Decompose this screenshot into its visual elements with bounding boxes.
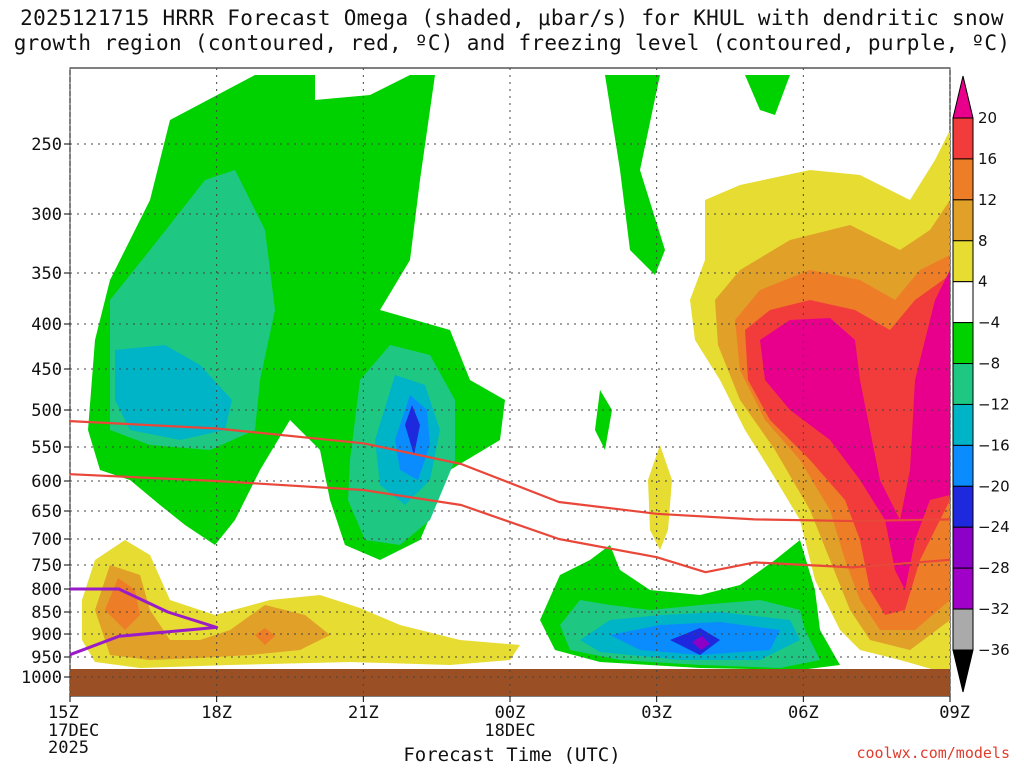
colorbar-swatch	[952, 403, 974, 446]
deepblue-region-22Z	[405, 405, 420, 455]
colorbar-swatch	[952, 240, 974, 283]
omega-shading	[82, 75, 950, 670]
purple-region-low-04Z	[692, 636, 710, 650]
series-line-dendritic-growth-top	[69, 420, 951, 523]
colorbar-label: 12	[978, 191, 997, 209]
x-tick-label: 18Z	[201, 703, 232, 723]
colorbar-label: 8	[978, 232, 988, 250]
y-tick-label: 250	[31, 135, 62, 155]
colorbar-swatch	[952, 485, 974, 528]
x-tick-label: 21Z	[348, 703, 379, 723]
colorbar: 20 16 12 8 4 −4 −8 −12 −16 −20 −24 −28 −32 −36	[952, 75, 1010, 693]
colorbar-label: −16	[978, 436, 1010, 454]
x-tick-sublabel: 2025	[48, 738, 89, 758]
colorbar-swatch	[952, 158, 974, 201]
colorbar-bottom-cap	[952, 649, 974, 693]
series-line-dendritic-growth-bottom	[69, 473, 951, 574]
green-region-top-right	[745, 75, 790, 115]
contour-lines	[69, 420, 951, 657]
colorbar-top-cap	[952, 75, 974, 119]
colorbar-label: −12	[978, 395, 1010, 413]
cyan-region-16Z	[115, 345, 232, 440]
colorbar-swatch	[952, 444, 974, 487]
colorbar-label: 16	[978, 150, 997, 168]
y-axis: 2503003504004505005506006507007508008509…	[21, 135, 70, 688]
colorbar-label: 20	[978, 109, 997, 127]
x-tick-label: 00Z	[495, 703, 526, 723]
colorbar-swatch	[952, 281, 974, 324]
y-tick-label: 750	[31, 556, 62, 576]
colorbar-swatch	[952, 322, 974, 365]
colorbar-label: −36	[978, 641, 1010, 659]
y-tick-label: 550	[31, 438, 62, 458]
yellow-region-low	[82, 540, 520, 668]
colorbar-label: −32	[978, 600, 1010, 618]
colorbar-label: −4	[978, 314, 1000, 332]
y-tick-label: 600	[31, 472, 62, 492]
yellow-region-03Z	[648, 445, 672, 550]
colorbar-label: −8	[978, 355, 1000, 373]
y-tick-label: 350	[31, 264, 62, 284]
y-tick-label: 950	[31, 648, 62, 668]
y-tick-label: 850	[31, 603, 62, 623]
colorbar-label: −20	[978, 477, 1010, 495]
y-tick-label: 400	[31, 315, 62, 335]
colorbar-swatch	[952, 117, 974, 160]
orange-dot-low	[255, 628, 275, 645]
x-axis-label: Forecast Time (UTC)	[403, 744, 621, 766]
y-tick-label: 300	[31, 205, 62, 225]
x-tick-sublabel: 18DEC	[484, 721, 535, 741]
x-tick-label: 03Z	[641, 703, 672, 723]
y-tick-label: 900	[31, 625, 62, 645]
y-tick-label: 1000	[21, 668, 62, 688]
colorbar-label: 4	[978, 273, 988, 291]
chart-title: 2025121715 HRRR Forecast Omega (shaded, …	[13, 6, 1011, 55]
x-tick-label: 06Z	[788, 703, 819, 723]
colorbar-swatch	[952, 526, 974, 569]
pink-region-right	[760, 270, 950, 590]
colorbar-swatch	[952, 567, 974, 610]
colorbar-swatch	[952, 363, 974, 405]
x-tick-label: 09Z	[939, 703, 970, 723]
colorbar-label: −24	[978, 518, 1010, 536]
orange-region-low	[105, 578, 140, 630]
series-line-freezing-level	[69, 587, 219, 657]
y-tick-label: 450	[31, 360, 62, 380]
y-tick-label: 500	[31, 401, 62, 421]
green-region-03Z	[605, 75, 665, 275]
x-tick-label: 15Z	[48, 703, 79, 723]
green-region-02Z	[595, 390, 612, 450]
source-label: coolwx.com/models	[856, 744, 1010, 762]
colorbar-swatch	[952, 608, 974, 651]
colorbar-label: −28	[978, 559, 1010, 577]
x-tick-sublabel: 17DEC	[48, 721, 99, 741]
colorbar-swatch	[952, 199, 974, 242]
y-tick-label: 700	[31, 530, 62, 550]
y-tick-label: 800	[31, 580, 62, 600]
y-tick-label: 650	[31, 502, 62, 522]
